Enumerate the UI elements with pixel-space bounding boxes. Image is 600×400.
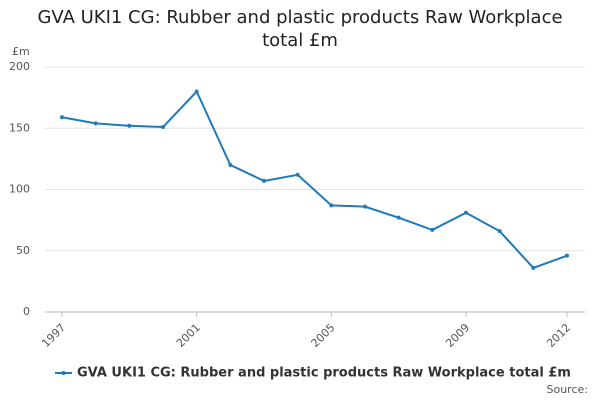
line [61,89,568,270]
source: Source: [547,383,589,396]
chart-title: GVA UKI1 CG: Rubber and plastic products… [37,7,563,51]
x-tick-label: 2001 [174,321,203,350]
y-tick-label: 150 [9,121,30,134]
point [161,125,165,130]
point [228,163,233,167]
y-tick-label: 0 [23,305,30,318]
y-axis-label: £m [12,45,30,58]
point [363,204,367,209]
point [430,227,435,232]
y-tick-label: 50 [16,244,30,257]
point [127,123,132,128]
point [329,203,334,208]
point [565,253,569,258]
point [464,210,468,215]
point [60,115,64,120]
point [531,265,536,270]
point [396,215,401,220]
x-tick-label: 2012 [544,321,573,350]
x-tick-label: 2005 [309,321,338,350]
legend-marker [61,371,66,375]
x-tick-label: 1997 [39,321,68,350]
point [262,178,266,183]
point [93,121,98,126]
point [295,172,300,177]
y-tick-label: 100 [9,183,30,196]
legend-label: GVA UKI1 CG: Rubber and plastic products… [77,366,571,381]
x-tick-label: 2009 [443,321,472,350]
y-tick-label: 200 [9,60,30,73]
point [497,229,502,234]
point [194,89,199,94]
